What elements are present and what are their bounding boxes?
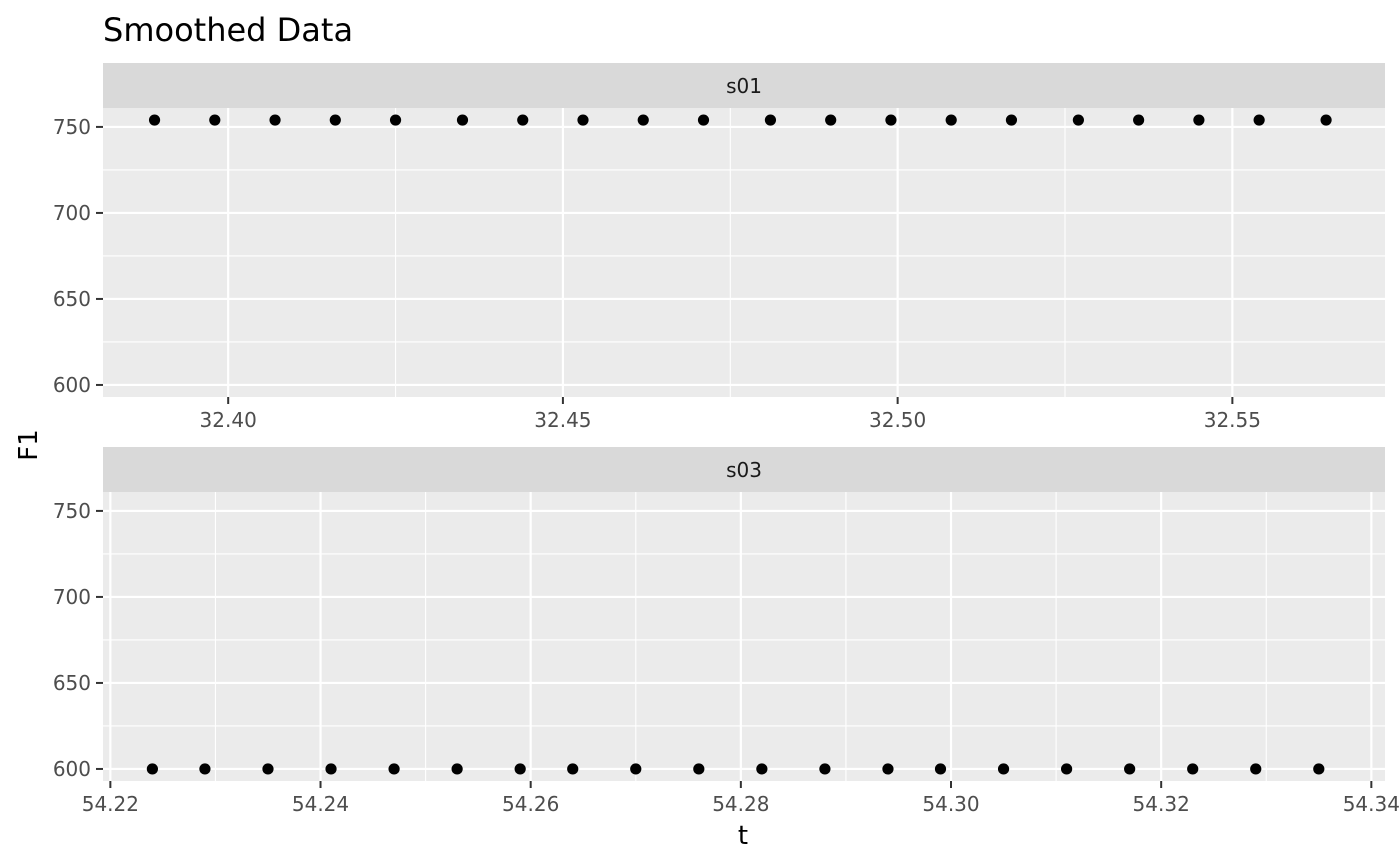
data-point	[1061, 763, 1073, 775]
data-point	[1313, 763, 1325, 775]
data-point	[269, 114, 281, 126]
data-point	[456, 114, 469, 126]
facet-strip-label: s03	[726, 458, 762, 482]
data-point	[1187, 763, 1199, 775]
data-point	[1133, 114, 1145, 126]
y-tick-label: 750	[53, 115, 91, 139]
data-point	[451, 763, 463, 775]
y-tick-label: 700	[53, 201, 91, 225]
data-point	[567, 763, 579, 775]
x-tick-label: 32.50	[869, 408, 926, 432]
data-point	[329, 114, 341, 126]
x-axis-title: t	[738, 821, 748, 851]
y-tick-label: 700	[53, 585, 91, 609]
data-point	[764, 114, 777, 126]
facet-strip	[103, 63, 1385, 108]
data-point	[388, 763, 400, 775]
data-point	[819, 763, 831, 775]
facet-strip	[103, 447, 1385, 492]
data-point	[693, 763, 705, 775]
data-point	[882, 763, 894, 775]
data-point	[885, 114, 897, 126]
data-point	[756, 763, 768, 775]
data-point	[1193, 114, 1205, 126]
data-point	[1005, 114, 1018, 126]
y-tick-label: 650	[53, 671, 91, 695]
x-tick-label: 54.24	[292, 792, 349, 816]
facet-panel-s03: s03 600 650 700 750 54.22 54.24 54.26 54.28 54.30…	[53, 447, 1400, 816]
data-point	[577, 114, 589, 126]
data-point	[262, 763, 274, 775]
x-tick-label: 32.55	[1204, 408, 1261, 432]
data-point	[514, 763, 526, 775]
data-point	[1253, 114, 1265, 126]
panel-background	[103, 108, 1385, 397]
facet-panel-s01: s01 600 650 700 750 32.40 32.45 32.50 32.55	[53, 63, 1385, 432]
facet-strip-label: s01	[726, 74, 762, 98]
x-tick-label: 54.22	[82, 792, 139, 816]
data-point	[146, 763, 158, 775]
y-tick-label: 600	[53, 373, 91, 397]
x-tick-label: 54.28	[712, 792, 769, 816]
data-point	[1072, 114, 1084, 126]
x-tick-label: 32.40	[200, 408, 257, 432]
chart-title: Smoothed Data	[103, 11, 353, 49]
data-point	[825, 114, 837, 126]
data-point	[637, 114, 649, 126]
data-point	[325, 763, 337, 775]
data-point	[997, 763, 1010, 775]
data-point	[148, 114, 161, 126]
data-point	[517, 114, 529, 126]
data-point	[1124, 763, 1136, 775]
y-tick-label: 650	[53, 287, 91, 311]
data-point	[934, 763, 947, 775]
data-point	[1250, 763, 1262, 775]
data-point	[1320, 114, 1332, 126]
data-point	[209, 114, 221, 126]
x-tick-label: 54.26	[502, 792, 559, 816]
panel-background	[103, 492, 1385, 781]
x-tick-label: 54.32	[1133, 792, 1190, 816]
data-point	[199, 763, 211, 775]
data-point	[697, 114, 710, 126]
data-point	[630, 763, 642, 775]
x-tick-label: 54.34	[1343, 792, 1400, 816]
facet-panels: s01 600 650 700 750 32.40 32.45 32.50 32.55 s03 60…	[53, 63, 1400, 816]
y-tick-label: 600	[53, 757, 91, 781]
x-tick-label: 54.30	[922, 792, 979, 816]
x-tick-label: 32.45	[534, 408, 591, 432]
y-axis-title: F1	[14, 429, 44, 461]
y-tick-label: 750	[53, 499, 91, 523]
data-point	[945, 114, 957, 126]
data-point	[389, 114, 402, 126]
